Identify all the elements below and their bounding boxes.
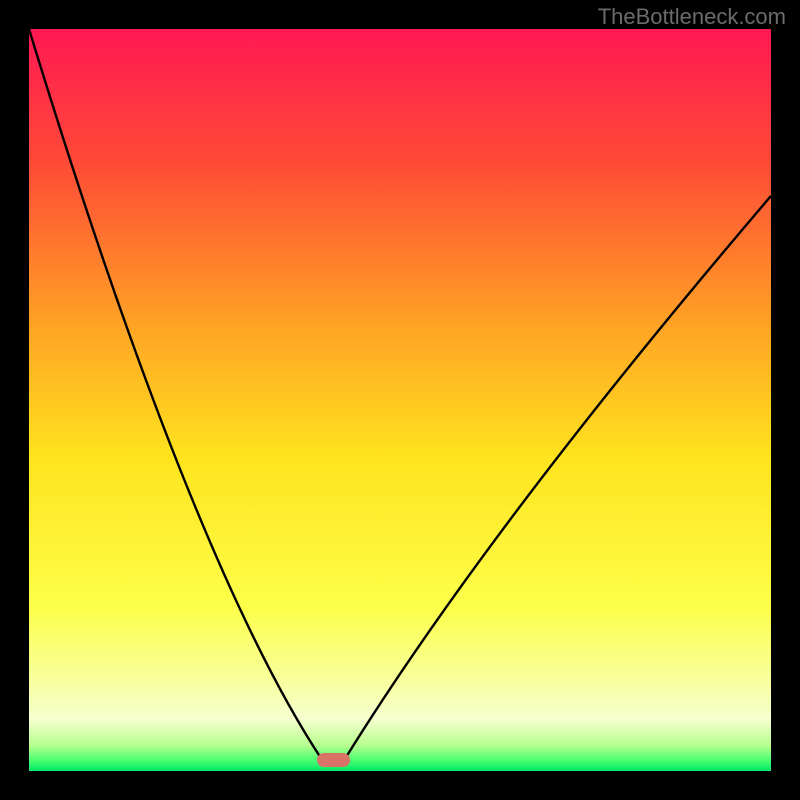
bottleneck-marker [317,753,350,766]
chart-frame: TheBottleneck.com [0,0,800,800]
watermark-label: TheBottleneck.com [598,4,786,30]
plot-area [29,29,771,771]
gradient-background [29,29,771,771]
chart-svg [29,29,771,771]
